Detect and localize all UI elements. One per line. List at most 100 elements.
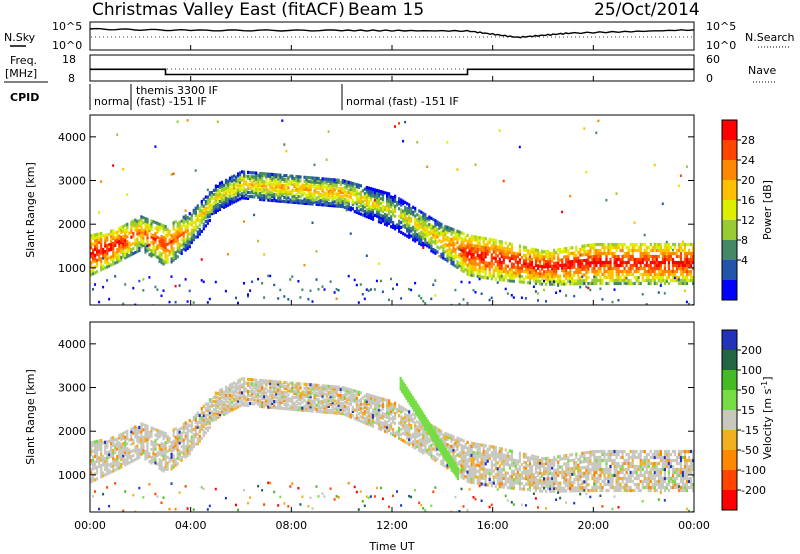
- power-cell-1813: [412, 228, 415, 232]
- velocity-cell-46: [96, 439, 99, 443]
- velocity-cell-997: [275, 406, 278, 410]
- power-cell-425: [164, 228, 167, 232]
- velocity-cell-214: [126, 432, 129, 436]
- velocity-cell-1447: [355, 402, 358, 407]
- power-cell-1883: [422, 246, 425, 249]
- power-cell-1706: [392, 221, 395, 225]
- power-cell-2817: [589, 255, 592, 259]
- power-cell-2599: [549, 257, 552, 261]
- power-cell-193: [122, 229, 125, 233]
- power-cell-2011: [446, 228, 449, 232]
- power-cell-900: [251, 171, 254, 175]
- power-cell-2696: [567, 260, 570, 264]
- velocity-cell-1529: [369, 403, 373, 407]
- velocity-cell-768: [230, 382, 234, 386]
- power-cell-3020: [625, 251, 628, 256]
- velocity-cell-246: [134, 433, 137, 437]
- power-cell-2423: [518, 269, 521, 273]
- velocity-cell-220: [128, 448, 131, 452]
- power-cell-2477: [528, 265, 532, 269]
- power-cell-1622: [377, 215, 381, 219]
- power-cell-2006: [446, 248, 449, 253]
- velocity-cell-845: [247, 391, 250, 395]
- power-cell-2941: [611, 266, 614, 271]
- velocity-cell-832: [243, 377, 246, 381]
- velocity-cell-735: [224, 496, 227, 500]
- power-cell-918: [255, 177, 258, 181]
- velocity-cell-224: [130, 455, 133, 459]
- velocity-cell-140: [114, 443, 117, 447]
- velocity-cell-128: [112, 448, 115, 453]
- velocity-cell-686: [216, 397, 219, 402]
- velocity-cell-1038: [281, 396, 284, 400]
- power-cell-977: [265, 188, 268, 192]
- velocity-cell-499: [182, 443, 185, 447]
- power-cell-271: [138, 248, 141, 252]
- power-cell-585: [194, 218, 197, 222]
- velocity-cell-718: [222, 400, 226, 404]
- velocity-cell-1548: [373, 413, 377, 417]
- power-cell-2037: [450, 303, 453, 305]
- power-cell-2024: [448, 226, 451, 230]
- power-cell-1860: [420, 233, 423, 237]
- power-cell-2168: [472, 247, 475, 251]
- velocity-cell-864: [251, 392, 254, 396]
- power-cell-298: [142, 236, 145, 240]
- power-cell-3340: [683, 245, 687, 250]
- power-cell-1511: [359, 212, 362, 216]
- power-cell-431: [166, 242, 169, 246]
- power-cell-1671: [386, 213, 389, 217]
- power-cell-471: [174, 234, 177, 238]
- power-cell-2973: [617, 278, 620, 283]
- velocity-cell-1061: [285, 395, 288, 399]
- power-cell-752: [224, 196, 228, 200]
- velocity-cell-1489: [363, 403, 366, 407]
- power-cell-491: [178, 248, 181, 252]
- power-cell-1825: [414, 224, 417, 228]
- power-cell-2326: [500, 269, 503, 273]
- velocity-cell-399: [162, 437, 165, 441]
- power-cell-2069: [456, 229, 459, 233]
- velocity-cell-622: [204, 402, 207, 406]
- velocity-cell-634: [208, 425, 211, 430]
- power-cell-705: [216, 202, 219, 206]
- power-cell-813: [235, 181, 238, 185]
- velocity-cell-807: [239, 390, 242, 394]
- velocity-cell-1378: [341, 388, 344, 392]
- power-cell-2384: [510, 265, 513, 269]
- power-cell-2167: [472, 250, 475, 254]
- power-cell-985: [267, 194, 270, 198]
- power-cell-456: [172, 249, 175, 254]
- power-cell-645: [204, 215, 207, 218]
- power-cell-55: [98, 300, 101, 304]
- power-cell-2750: [577, 262, 580, 266]
- power-cell-946: [259, 173, 262, 178]
- power-cell-719: [218, 193, 222, 197]
- power-cell-2049: [452, 228, 455, 232]
- velocity-cell-1413: [349, 415, 352, 419]
- power-cell-632: [202, 204, 205, 208]
- power-cell-1485: [353, 186, 356, 190]
- power-cell-273: [138, 243, 141, 247]
- power-cell-538: [186, 239, 189, 243]
- velocity-cell-1075: [289, 407, 292, 411]
- power-cell-921: [255, 171, 258, 175]
- velocity-cell-604: [202, 425, 205, 429]
- power-cell-3083: [639, 281, 642, 286]
- power-cell-1541: [365, 215, 368, 219]
- velocity-cell-277: [140, 444, 143, 448]
- power-cell-1943: [434, 241, 437, 245]
- power-cell-2782: [583, 258, 586, 263]
- velocity-cell-1421: [349, 390, 352, 394]
- power-cell-3015: [625, 272, 628, 277]
- power-cell-871: [247, 196, 250, 200]
- power-cell-1416: [341, 201, 344, 205]
- power-cell-627: [202, 215, 205, 219]
- power-cell-2029: [450, 251, 453, 255]
- velocity-cell-1356: [337, 385, 340, 389]
- power-cell-1063: [279, 183, 282, 187]
- velocity-cell-1112: [295, 390, 298, 394]
- power-cell-2025: [450, 261, 453, 265]
- power-cell-2920: [607, 260, 610, 265]
- power-cell-1702: [390, 195, 393, 199]
